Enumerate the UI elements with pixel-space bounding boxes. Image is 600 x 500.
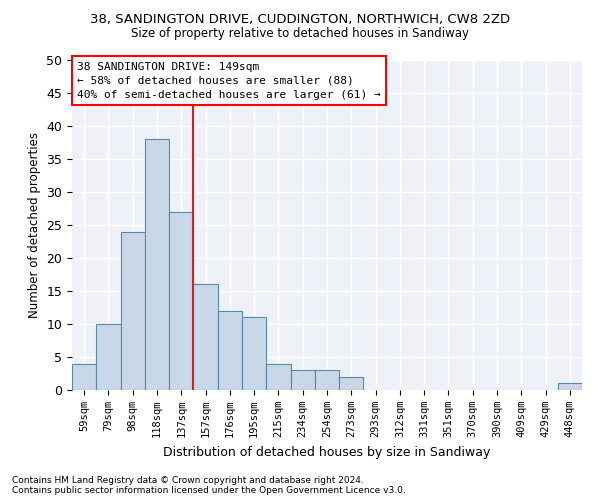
Bar (169, 212, 193, 390)
Text: 38, SANDINGTON DRIVE, CUDDINGTON, NORTHWICH, CW8 2ZD: 38, SANDINGTON DRIVE, CUDDINGTON, NORTHW… (90, 12, 510, 26)
Text: Contains HM Land Registry data © Crown copyright and database right 2024.: Contains HM Land Registry data © Crown c… (12, 476, 364, 485)
Bar (558, 384, 582, 390)
Bar (96, 324, 121, 390)
Bar (193, 284, 218, 390)
Bar (266, 364, 290, 390)
X-axis label: Distribution of detached houses by size in Sandiway: Distribution of detached houses by size … (163, 446, 491, 458)
Text: Size of property relative to detached houses in Sandiway: Size of property relative to detached ho… (131, 28, 469, 40)
Bar (121, 232, 145, 390)
Bar (218, 311, 242, 390)
Text: 38 SANDINGTON DRIVE: 149sqm
← 58% of detached houses are smaller (88)
40% of sem: 38 SANDINGTON DRIVE: 149sqm ← 58% of det… (77, 62, 381, 100)
Text: Contains public sector information licensed under the Open Government Licence v3: Contains public sector information licen… (12, 486, 406, 495)
Bar (290, 370, 315, 390)
Y-axis label: Number of detached properties: Number of detached properties (28, 132, 41, 318)
Bar (145, 139, 169, 390)
Bar (339, 377, 364, 390)
Bar (72, 364, 96, 390)
Bar (315, 370, 339, 390)
Bar (242, 318, 266, 390)
